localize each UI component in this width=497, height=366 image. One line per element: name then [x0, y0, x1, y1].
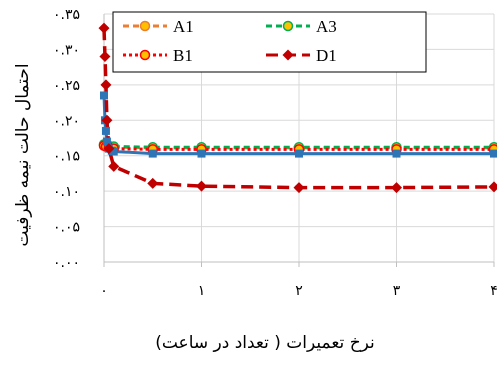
data-point [102, 137, 111, 146]
data-point [103, 143, 115, 155]
data-point [101, 114, 113, 126]
data-point [101, 126, 110, 135]
y-tick-label: ۰.۲۰ [53, 113, 80, 129]
y-tick-label: ۰.۳۵ [53, 7, 80, 23]
y-tick-label: ۰.۲۵ [53, 78, 80, 94]
data-point [295, 149, 303, 158]
x-axis-label: نرخ تعمیرات ( تعداد در ساعت) [155, 333, 375, 353]
legend: A1 A3 B1 D1 [112, 11, 427, 73]
data-point [490, 149, 497, 158]
x-tick-label: ۴ [490, 283, 497, 299]
data-point [98, 22, 110, 34]
series-markers [98, 22, 497, 194]
x-tick-label: ۱ [198, 283, 206, 299]
data-point [99, 51, 111, 63]
data-point [100, 79, 112, 91]
data-point [109, 147, 118, 156]
y-tick-label: ۰.۰۰ [53, 255, 80, 271]
data-point [488, 181, 497, 193]
data-point [108, 160, 120, 172]
legend-label: A1 [173, 17, 194, 36]
y-tick-label: ۰.۱۵ [53, 149, 80, 165]
legend-label: D1 [316, 46, 337, 65]
x-tick-labels: ۰ ۱ ۲ ۳ ۴ [100, 283, 497, 299]
legend-marker [282, 20, 294, 32]
legend-box [112, 11, 427, 73]
y-tick-labels: ۰.۰۰ ۰.۰۵ ۰.۱۰ ۰.۱۵ ۰.۲۰ ۰.۲۵ ۰.۳۰ ۰.۳۵ [53, 7, 80, 271]
data-point [100, 91, 108, 100]
legend-marker [139, 20, 151, 32]
data-point [147, 177, 159, 189]
y-tick-label: ۰.۳۰ [53, 42, 80, 58]
data-point [392, 149, 401, 158]
legend-marker [139, 49, 151, 61]
data-point [148, 149, 157, 158]
data-point [293, 182, 305, 194]
y-axis-label: احتمال حالت نیمه ظرفیت [13, 63, 33, 246]
legend-label: B1 [173, 46, 193, 65]
legend-marker [282, 49, 294, 61]
data-point [197, 149, 206, 158]
x-tick-label: ۰ [100, 283, 108, 299]
x-tick-label: ۳ [393, 283, 401, 299]
y-tick-label: ۰.۱۰ [53, 184, 80, 200]
y-tick-label: ۰.۰۵ [53, 220, 80, 236]
data-point [391, 182, 402, 194]
x-tick-label: ۲ [295, 283, 303, 299]
legend-label: A3 [316, 17, 337, 36]
data-point [196, 180, 207, 192]
series-line-d1 [102, 28, 495, 190]
